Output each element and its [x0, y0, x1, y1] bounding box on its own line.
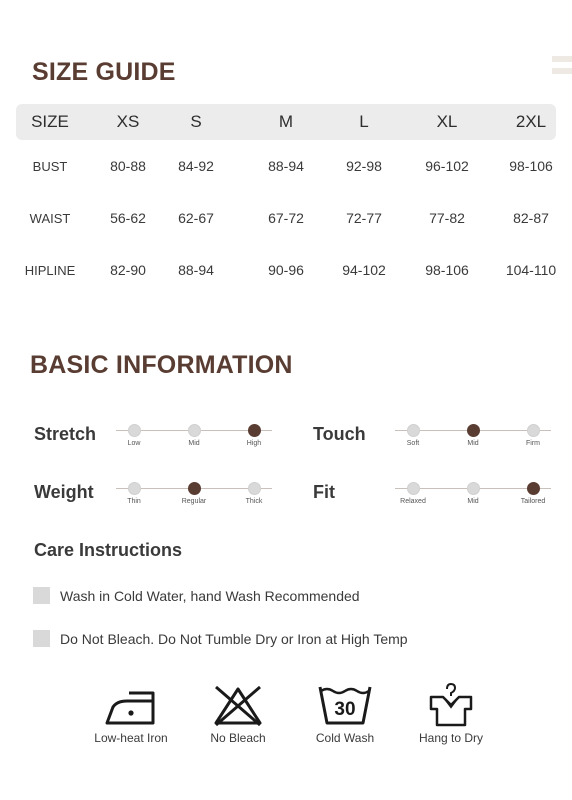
care-instructions-title: Care Instructions	[34, 540, 183, 560]
low-heat-iron-icon	[105, 691, 155, 725]
touch-scale: Soft Mid Firm	[395, 424, 551, 454]
hang-to-dry: Hang to Dry	[396, 683, 506, 745]
table-cell: 94-102	[342, 262, 386, 278]
scale-tick: Regular	[181, 498, 207, 505]
scale-point	[527, 482, 540, 495]
scale-tick: Mid	[467, 498, 479, 505]
table-cell: 88-94	[178, 262, 214, 278]
scale-tick: Mid	[467, 440, 479, 447]
scale-tick: Soft	[406, 440, 420, 447]
header-cell: M	[278, 112, 294, 131]
scale-point	[188, 424, 201, 437]
header-cell: SIZE	[31, 112, 69, 131]
scale-point	[407, 424, 420, 437]
table-cell: 62-67	[178, 210, 214, 226]
table-cell: 82-87	[513, 210, 549, 226]
size-guide-title: SIZE GUIDE	[32, 58, 176, 86]
checkbox-square-icon	[33, 630, 50, 647]
scale-tick: Thick	[245, 498, 263, 505]
touch-label: Touch	[313, 424, 366, 444]
care-item: Wash in Cold Water, hand Wash Recommende…	[33, 587, 360, 604]
checkbox-square-icon	[33, 587, 50, 604]
scale-point	[248, 424, 261, 437]
scale-tick: Firm	[526, 440, 540, 447]
header-cell: L	[359, 112, 369, 131]
table-cell: 90-96	[268, 262, 304, 278]
fit-label: Fit	[313, 482, 335, 502]
table-row: HIPLINE 82-90 88-94 90-96 94-102 98-106 …	[16, 244, 556, 296]
scale-point	[128, 424, 141, 437]
scale-tick: Mid	[188, 440, 200, 447]
corner-decoration	[552, 56, 572, 80]
table-row: WAIST 56-62 62-67 67-72 72-77 77-82 82-8…	[16, 192, 556, 244]
low-heat-iron: Low-heat Iron	[76, 683, 186, 745]
hang-to-dry-icon	[429, 683, 473, 727]
wash-temperature: 30	[334, 699, 355, 720]
scale-point	[467, 424, 480, 437]
table-cell: 82-90	[110, 262, 146, 278]
scale-tick: High	[246, 440, 262, 447]
table-row: BUST 80-88 84-92 88-94 92-98 96-102 98-1…	[16, 140, 556, 192]
scale-point	[248, 482, 261, 495]
stretch-label: Stretch	[34, 424, 97, 444]
size-table: SIZE XS S M L XL 2XL BUST 80-88 84-92 88…	[16, 104, 556, 296]
no-bleach: No Bleach	[183, 683, 293, 745]
table-cell: 56-62	[110, 210, 146, 226]
header-cell: 2XL	[515, 112, 547, 131]
table-cell: 98-106	[509, 158, 553, 174]
cold-wash-icon: 30	[318, 686, 372, 725]
row-label: BUST	[32, 158, 68, 174]
size-table-header: SIZE XS S M L XL 2XL	[16, 104, 556, 140]
header-cell: XL	[436, 112, 458, 131]
care-icon-label: No Bleach	[210, 731, 266, 745]
care-icon-label: Low-heat Iron	[94, 731, 168, 745]
table-cell: 77-82	[429, 210, 465, 226]
table-cell: 80-88	[110, 158, 146, 174]
header-cell: S	[190, 112, 202, 131]
no-bleach-icon	[214, 685, 262, 727]
table-cell: 92-98	[346, 158, 382, 174]
care-item: Do Not Bleach. Do Not Tumble Dry or Iron…	[33, 630, 408, 647]
care-icons-row: Low-heat Iron No Bleach 30 Cold Wash Han…	[0, 683, 572, 753]
row-label: HIPLINE	[24, 262, 76, 278]
table-cell: 88-94	[268, 158, 304, 174]
scale-tick: Low	[127, 440, 141, 447]
care-icon-label: Cold Wash	[315, 731, 375, 745]
weight-scale: Thin Regular Thick	[116, 482, 272, 512]
cold-wash: 30 Cold Wash	[290, 683, 400, 745]
basic-info-title: BASIC INFORMATION	[30, 351, 293, 379]
header-cell: XS	[116, 112, 140, 131]
scale-tick: Tailored	[520, 498, 546, 505]
scale-point	[467, 482, 480, 495]
fit-scale: Relaxed Mid Tailored	[395, 482, 551, 512]
scale-tick: Thin	[127, 498, 141, 505]
care-item-text: Do Not Bleach. Do Not Tumble Dry or Iron…	[60, 630, 408, 647]
table-cell: 104-110	[505, 262, 557, 278]
scale-tick: Relaxed	[400, 498, 426, 505]
weight-label: Weight	[34, 482, 94, 502]
scale-point	[527, 424, 540, 437]
row-label: WAIST	[29, 210, 71, 226]
scale-point	[128, 482, 141, 495]
scale-point	[407, 482, 420, 495]
care-icon-label: Hang to Dry	[418, 731, 484, 745]
scale-point	[188, 482, 201, 495]
table-cell: 72-77	[346, 210, 382, 226]
table-cell: 96-102	[425, 158, 469, 174]
table-cell: 84-92	[178, 158, 214, 174]
table-cell: 98-106	[425, 262, 469, 278]
stretch-scale: Low Mid High	[116, 424, 272, 454]
care-item-text: Wash in Cold Water, hand Wash Recommende…	[60, 587, 360, 604]
table-cell: 67-72	[268, 210, 304, 226]
